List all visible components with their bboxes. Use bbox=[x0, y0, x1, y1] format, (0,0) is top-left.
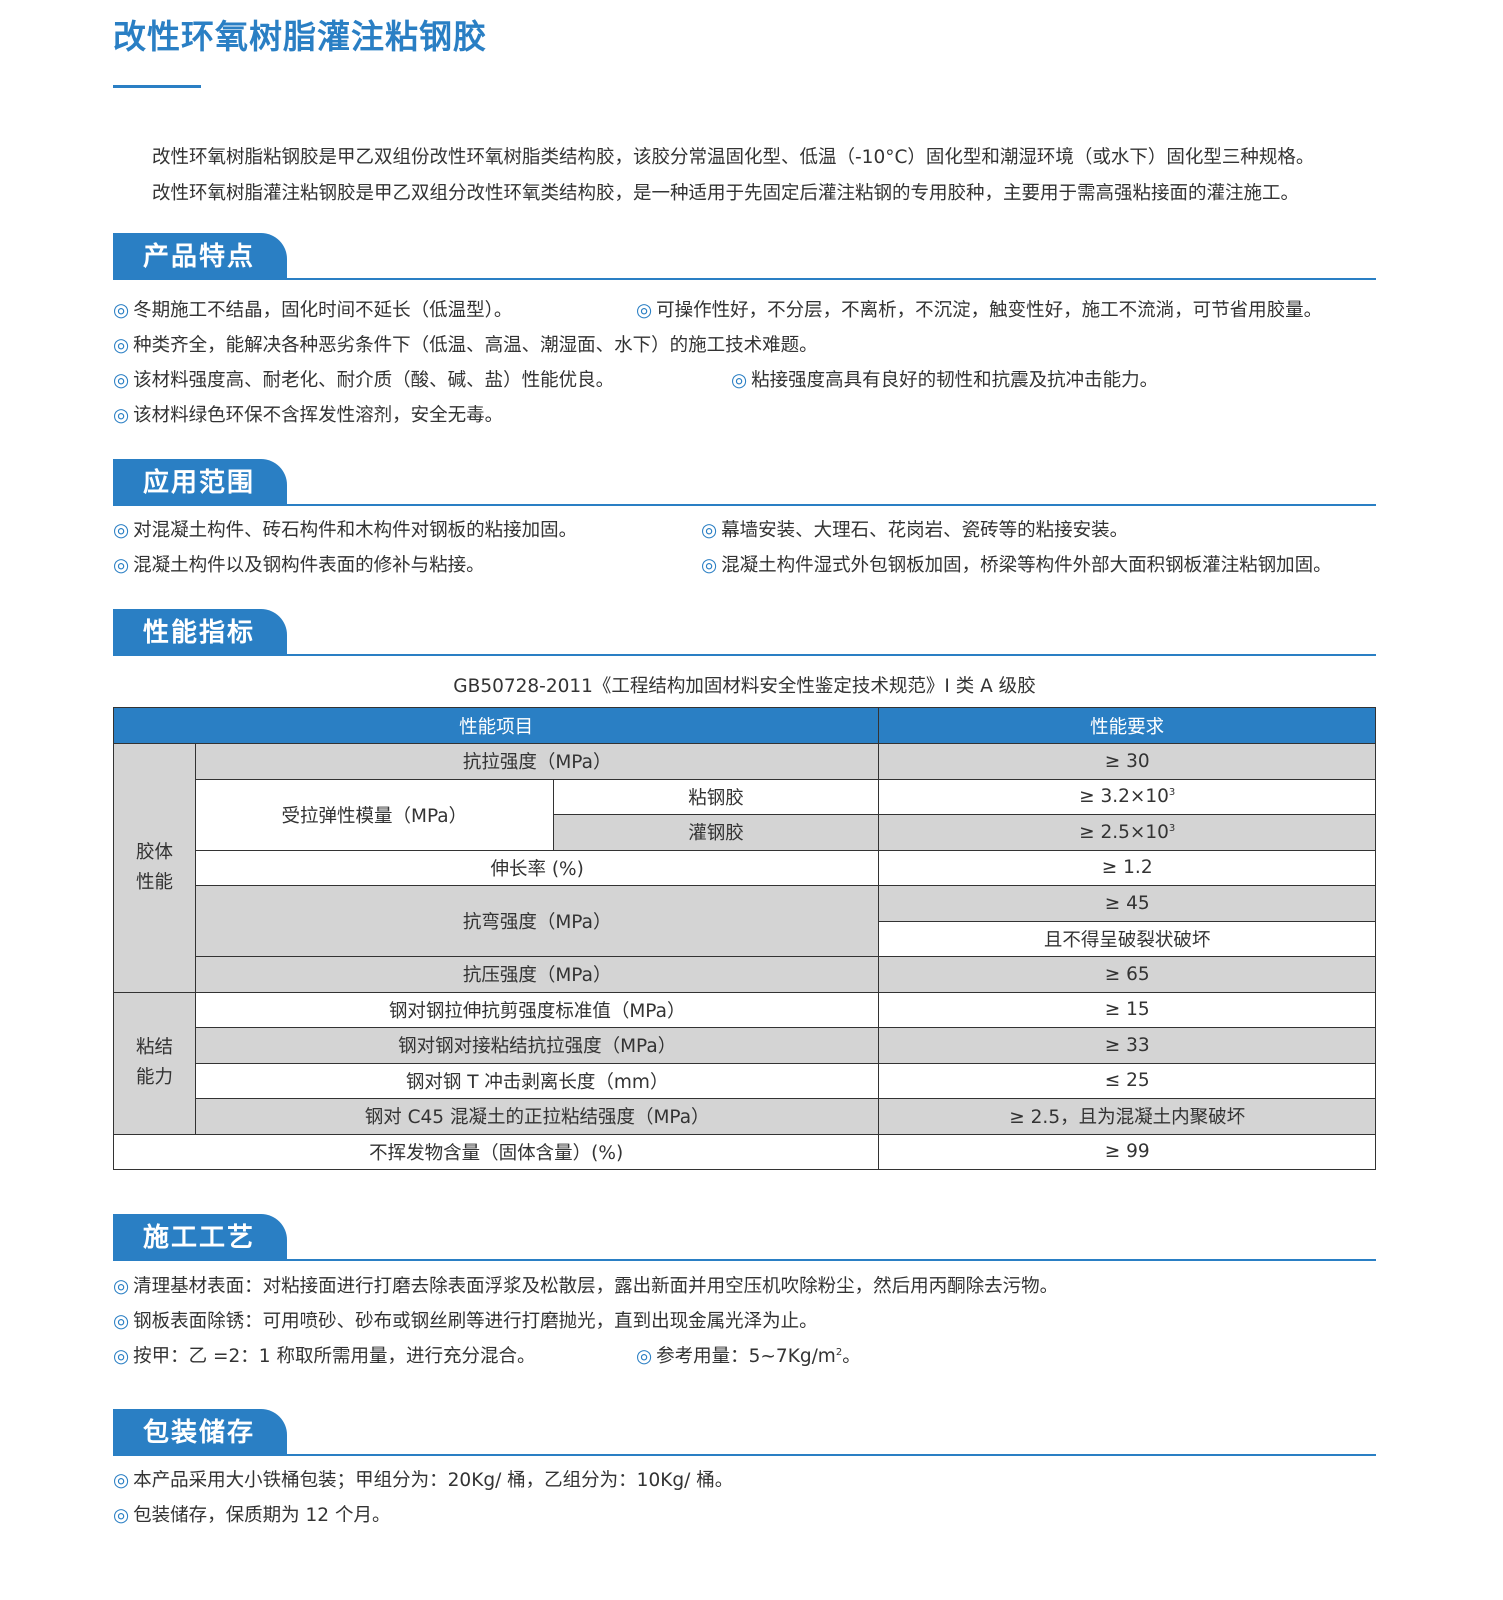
section-title: 产品特点 bbox=[113, 233, 287, 278]
table-row: 胶体 性能 抗拉强度（MPa） ≥ 30 bbox=[113, 743, 1376, 993]
cell: 不挥发物含量（固体含量）(%) bbox=[112, 1133, 880, 1170]
table-caption: GB50728-2011《工程结构加固材料安全性鉴定技术规范》I 类 A 级胶 bbox=[453, 676, 1036, 697]
table-row: 抗弯强度（MPa） ≥ 45 bbox=[114, 885, 1376, 957]
cell: 抗弯强度（MPa） bbox=[194, 885, 880, 957]
section-header-scope: 应用范围 bbox=[113, 459, 1376, 506]
cell: 伸长率 (%) bbox=[194, 849, 880, 886]
cell: ≤ 25 bbox=[878, 1062, 1376, 1099]
cell: ≥ 2.5×103 bbox=[878, 814, 1376, 851]
cell: ≥ 2.5，且为混凝土内聚破坏 bbox=[878, 1098, 1376, 1135]
list-item: ◎ 本产品采用大小铁桶包装；甲组分为：20Kg/ 桶，乙组分为：10Kg/ 桶。 bbox=[113, 1470, 734, 1491]
section-title: 包装储存 bbox=[113, 1409, 287, 1454]
cell: 且不得呈破裂状破坏 bbox=[878, 920, 1376, 957]
cell: 钢对 C45 混凝土的正拉粘结强度（MPa） bbox=[194, 1098, 880, 1135]
cell: ≥ 1.2 bbox=[878, 849, 1376, 886]
cell: 灌钢胶 bbox=[552, 814, 880, 851]
list-item: ◎ 粘接强度高具有良好的韧性和抗震及抗冲击能力。 bbox=[731, 370, 1159, 391]
list-item: ◎ 按甲：乙 =2：1 称取所需用量，进行充分混合。 bbox=[113, 1346, 536, 1367]
performance-table: 性能项目 性能要求 胶体 性能 抗拉强度（MPa） ≥ 30 受拉弹性模量（MPa）粘… bbox=[112, 707, 1376, 1170]
table-row: 且不得呈破裂状破坏 bbox=[114, 920, 1376, 957]
table-row: 不挥发物含量（固体含量）(%) ≥ 99 bbox=[112, 1133, 1376, 1170]
list-item: ◎ 混凝土构件湿式外包钢板加固，桥梁等构件外部大面积钢板灌注粘钢加固。 bbox=[701, 555, 1332, 576]
section-header-performance: 性能指标 bbox=[113, 609, 1376, 656]
section-title: 施工工艺 bbox=[113, 1214, 287, 1259]
cell: ≥ 30 bbox=[878, 743, 1376, 780]
section-title: 应用范围 bbox=[113, 459, 287, 504]
table-row: 钢对 C45 混凝土的正拉粘结强度（MPa） ≥ 2.5，且为混凝土内聚破坏 bbox=[114, 1098, 1376, 1135]
cell: 粘钢胶 bbox=[552, 778, 880, 815]
list-item: ◎ 该材料强度高、耐老化、耐介质（酸、碱、盐）性能优良。 bbox=[113, 370, 615, 391]
list-item: ◎ 可操作性好，不分层，不离析，不沉淀，触变性好，施工不流淌，可节省用胶量。 bbox=[636, 300, 1323, 321]
cell: 钢对钢对接粘结抗拉强度（MPa） bbox=[194, 1027, 880, 1064]
intro: 改性环氧树脂粘钢胶是甲乙双组份改性环氧树脂类结构胶，该胶分常温固化型、低温（-1… bbox=[152, 140, 1314, 212]
list-item: ◎ 清理基材表面：对粘接面进行打磨去除表面浮浆及松散层，露出新面并用空压机吹除粉尘… bbox=[113, 1276, 1059, 1297]
list-item: ◎ 对混凝土构件、砖石构件和木构件对钢板的粘接加固。 bbox=[113, 520, 578, 541]
cell: 受拉弹性模量（MPa） bbox=[194, 778, 554, 851]
cell: ≥ 33 bbox=[878, 1027, 1376, 1064]
divider bbox=[113, 1454, 1376, 1456]
table-row: 灌钢胶 ≥ 2.5×103 bbox=[114, 814, 1376, 851]
section-header-storage: 包装储存 bbox=[113, 1409, 1376, 1456]
intro-line: 改性环氧树脂粘钢胶是甲乙双组份改性环氧树脂类结构胶，该胶分常温固化型、低温（-1… bbox=[152, 147, 1315, 168]
page-title: 改性环氧树脂灌注粘钢胶 bbox=[113, 17, 487, 56]
table-row: 粘结 能力 钢对钢拉伸抗剪强度标准值（MPa） ≥ 15 bbox=[113, 991, 1376, 1135]
table-row: 钢对钢 T 冲击剥离长度（mm） ≤ 25 bbox=[114, 1062, 1376, 1099]
table-row: 受拉弹性模量（MPa） 粘钢胶 ≥ 3.2×103 bbox=[114, 778, 1376, 851]
table-row: 抗压强度（MPa） ≥ 65 bbox=[114, 956, 1376, 993]
divider bbox=[113, 1259, 1376, 1261]
cell: ≥ 65 bbox=[878, 956, 1376, 993]
list-item: ◎ 冬期施工不结晶，固化时间不延长（低温型）。 bbox=[113, 300, 513, 321]
group-cell: 粘结 能力 bbox=[113, 991, 196, 1135]
cell: ≥ 45 bbox=[878, 885, 1376, 922]
header-cell: 性能项目 bbox=[112, 707, 880, 744]
group-cell: 胶体 性能 bbox=[113, 743, 196, 993]
cell: ≥ 3.2×103 bbox=[878, 778, 1376, 815]
title-underline bbox=[113, 85, 201, 88]
table-row: 伸长率 (%) ≥ 1.2 bbox=[114, 849, 1376, 886]
divider bbox=[113, 654, 1376, 656]
divider bbox=[113, 278, 1376, 280]
list-item: ◎ 种类齐全，能解决各种恶劣条件下（低温、高温、潮湿面、水下）的施工技术难题。 bbox=[113, 335, 818, 356]
section-header-process: 施工工艺 bbox=[113, 1214, 1376, 1261]
cell: 抗拉强度（MPa） bbox=[194, 743, 880, 780]
list-item: ◎ 混凝土构件以及钢构件表面的修补与粘接。 bbox=[113, 555, 485, 576]
header-cell: 性能要求 bbox=[878, 707, 1376, 744]
table-header-row: 性能项目 性能要求 bbox=[112, 707, 1376, 744]
cell: ≥ 99 bbox=[878, 1133, 1376, 1170]
table-row: 钢对钢对接粘结抗拉强度（MPa） ≥ 33 bbox=[114, 1027, 1376, 1064]
cell: 钢对钢 T 冲击剥离长度（mm） bbox=[194, 1062, 880, 1099]
list-item: ◎ 该材料绿色环保不含挥发性溶剂，安全无毒。 bbox=[113, 405, 504, 426]
list-item: ◎ 钢板表面除锈：可用喷砂、砂布或钢丝刷等进行打磨抛光，直到出现金属光泽为止。 bbox=[113, 1311, 818, 1332]
divider bbox=[113, 504, 1376, 506]
section-header-features: 产品特点 bbox=[113, 233, 1376, 280]
cell: 抗压强度（MPa） bbox=[194, 956, 880, 993]
cell: ≥ 15 bbox=[878, 991, 1376, 1028]
section-title: 性能指标 bbox=[113, 609, 287, 654]
cell: 钢对钢拉伸抗剪强度标准值（MPa） bbox=[194, 991, 880, 1028]
intro-line: 改性环氧树脂灌注粘钢胶是甲乙双组分改性环氧类结构胶，是一种适用于先固定后灌注粘钢… bbox=[152, 183, 1300, 204]
list-item: ◎ 参考用量：5~7Kg/m2。 bbox=[636, 1346, 861, 1367]
list-item: ◎ 包装储存，保质期为 12 个月。 bbox=[113, 1505, 391, 1526]
list-item: ◎ 幕墙安装、大理石、花岗岩、瓷砖等的粘接安装。 bbox=[701, 520, 1129, 541]
